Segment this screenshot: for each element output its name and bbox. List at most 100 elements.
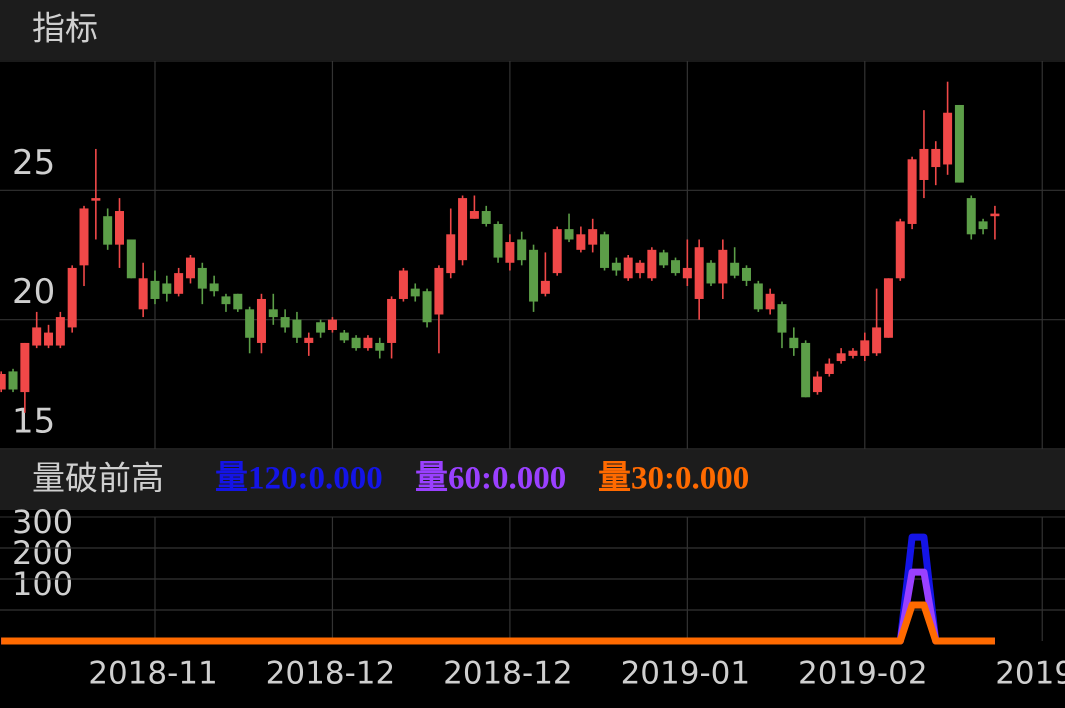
candle-body [600,234,610,268]
candle-body [860,340,870,356]
candle-body [0,373,6,390]
candle-body [292,319,302,338]
x-tick-label: 2018-12 [266,656,396,692]
candle-body [410,288,420,297]
candle-body [966,198,976,235]
candle-body [103,216,113,245]
candle-body [836,353,846,362]
candle-body [339,332,349,341]
candle-body [197,267,207,289]
candle-body [32,327,42,346]
candle-body [67,267,77,328]
candle-body [730,262,740,276]
candle-body [8,371,18,390]
y-tick-label: 25 [12,143,55,183]
candle-body [20,342,30,393]
candle-body [115,211,124,245]
candle-body [55,317,65,346]
candle-body [422,291,432,323]
candle-body [256,298,266,343]
candle-body [351,337,361,349]
candle-body [801,342,811,398]
candle-body [398,270,408,299]
candle-body [91,198,101,201]
candle-body [777,304,787,333]
candle-body [268,309,278,318]
candle-body [162,283,172,294]
legend-entry: 量60:0.000 [415,461,566,497]
candle-body [529,249,539,302]
candle-body [907,159,917,224]
candle-body [469,211,479,219]
candle-body [150,280,160,299]
candle-body [682,267,692,279]
candle-body [316,322,326,333]
candle-body [79,208,89,266]
candle-body [493,223,503,258]
candle-body [978,221,988,230]
candle-body [753,283,763,310]
y-tick-label: 300 [12,503,73,541]
candle-body [824,363,834,374]
candle-body [919,148,929,180]
candle-body [126,239,136,279]
candle-body [233,293,243,310]
candle-body [706,262,716,284]
candle-body [44,332,54,346]
candle-body [280,317,290,328]
candle-body [505,242,515,263]
header-band [0,0,1065,60]
candle-body [943,112,953,165]
y-tick-label: 15 [12,402,55,442]
candle-body [185,257,195,279]
candle-body [848,350,858,356]
x-tick-label: 2019-02 [798,656,928,692]
candle-body [741,267,751,281]
candle-body [245,309,255,338]
panel-title: 量破前高 [32,459,164,498]
panel-title: 指标 [32,9,98,48]
y-tick-label: 100 [12,565,73,603]
candle-body [765,293,775,310]
candle-body [635,262,645,274]
x-tick-label: 2019-01 [621,656,751,692]
candle-body [517,239,527,261]
candle-body [564,229,574,240]
y-tick-label: 200 [12,534,73,572]
candle-body [327,319,337,331]
candle-body [576,234,586,250]
candle-body [611,262,621,271]
candle-body [895,221,905,279]
candle-body [221,296,231,305]
y-tick-label: 20 [12,272,55,312]
candle-body [174,273,184,294]
candle-body [375,342,385,351]
candle-body [718,249,728,284]
candle-body [671,260,681,274]
candle-body [990,213,1000,217]
candle-body [789,337,799,349]
candle-body [363,337,373,349]
candle-body [209,283,219,292]
candle-body [458,198,468,261]
candle-body [138,278,148,310]
series-line [1,601,995,645]
candle-body [588,229,598,245]
legend-entry: 量120:0.000 [215,461,383,497]
header-band [0,450,1065,510]
candle-body [387,298,397,343]
candle-body [434,267,444,315]
legend-entry: 量30:0.000 [598,461,749,497]
x-tick-label: 2018-12 [443,656,573,692]
x-tick-label: 2018-11 [88,656,218,692]
candle-body [552,229,562,274]
x-tick-label: 2019- [995,656,1065,692]
candle-body [812,376,822,393]
candle-body [647,249,657,279]
candle-body [623,257,633,279]
candle-body [694,247,704,299]
candle-body [931,148,941,168]
